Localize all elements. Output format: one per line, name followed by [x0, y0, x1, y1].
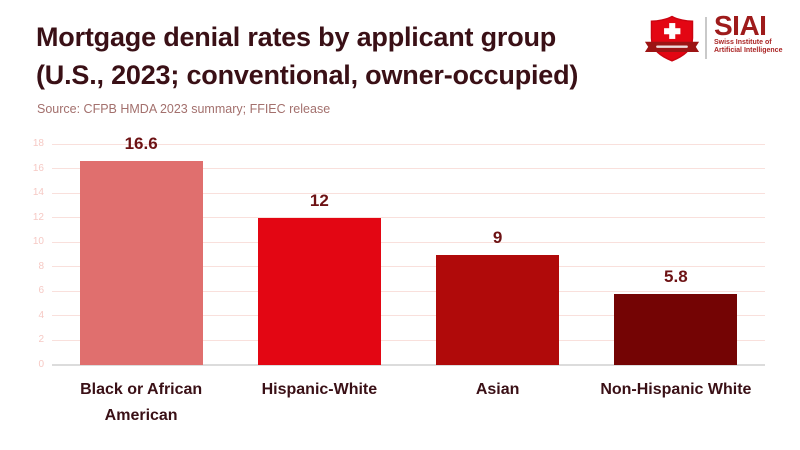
gridline — [52, 315, 765, 317]
y-tick-label: 2 — [38, 334, 44, 346]
gridline — [52, 143, 765, 145]
logo-acronym: SIAI — [714, 10, 767, 41]
gridline — [52, 168, 765, 170]
category-label: Non-Hispanic White — [600, 381, 752, 398]
bar-value-label: 16.6 — [124, 134, 158, 154]
source-note: Source: CFPB HMDA 2023 summary; FFIEC re… — [37, 102, 331, 116]
y-tick-label: 12 — [32, 211, 44, 223]
y-tick-label: 4 — [38, 309, 44, 321]
bar-1 — [79, 161, 203, 365]
title-line-1: Mortgage denial rates by applicant group — [36, 22, 557, 52]
y-tick-label: 14 — [32, 187, 44, 199]
logo-subtitle-line-1: Swiss Institute of — [714, 39, 772, 46]
bar-value-label: 9 — [492, 227, 503, 247]
swiss-cross-horizontal — [664, 28, 681, 35]
siai-shield-icon — [644, 15, 700, 62]
x-axis-line — [52, 364, 765, 366]
y-tick-label: 0 — [38, 359, 44, 370]
y-tick-label: 8 — [38, 260, 44, 272]
y-tick-label: 16 — [32, 162, 44, 174]
gridline — [52, 266, 765, 268]
bar-2 — [257, 217, 381, 365]
plot-area: 16.6 12 9 5.8 — [52, 134, 765, 366]
y-tick-label: 18 — [32, 138, 44, 149]
bar-3 — [436, 254, 560, 365]
logo-subtitle-line-2: Artificial Intelligence — [714, 47, 783, 54]
siai-logo: SIAI Swiss Institute of Artificial Intel… — [644, 10, 783, 63]
y-axis: 0 2 4 6 8 10 12 14 16 18 — [0, 138, 44, 370]
title-line-2: (U.S., 2023; conventional, owner-occupie… — [36, 60, 579, 90]
gridline — [52, 217, 765, 219]
y-tick-label: 10 — [32, 236, 44, 248]
bar-4 — [614, 293, 738, 365]
category-label: Asian — [475, 381, 520, 398]
x-axis: Black or African American Hispanic-White A… — [52, 377, 765, 437]
bar-value-label: 5.8 — [664, 266, 688, 286]
category-label: Hispanic-White — [261, 381, 378, 398]
logo-divider — [705, 17, 707, 59]
banner-text-mark — [656, 45, 688, 48]
gridline — [52, 241, 765, 243]
bar-value-label: 12 — [309, 190, 329, 210]
logo-text: SIAI Swiss Institute of Artificial Intel… — [714, 10, 783, 55]
category-label: Black or African American — [80, 381, 203, 424]
gridline — [52, 290, 765, 292]
gridline — [52, 192, 765, 194]
y-tick-label: 6 — [38, 285, 44, 297]
page-title: Mortgage denial rates by applicant group… — [36, 18, 656, 94]
gridline — [52, 339, 765, 341]
